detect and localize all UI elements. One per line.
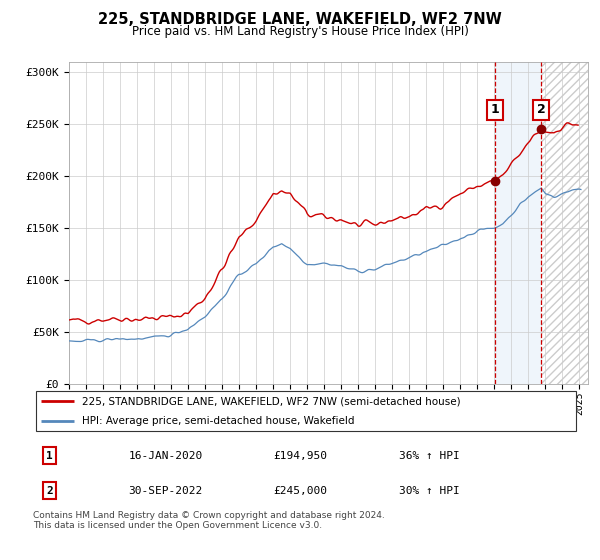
Bar	[541, 62, 588, 384]
Text: 1: 1	[491, 104, 499, 116]
Text: 1: 1	[46, 451, 53, 461]
Text: HPI: Average price, semi-detached house, Wakefield: HPI: Average price, semi-detached house,…	[82, 416, 355, 426]
Text: 2: 2	[46, 486, 53, 496]
Text: 30% ↑ HPI: 30% ↑ HPI	[399, 486, 460, 496]
Text: 2: 2	[537, 104, 545, 116]
Bar	[541, 62, 588, 384]
Text: £245,000: £245,000	[273, 486, 327, 496]
Bar	[495, 62, 541, 384]
Text: 225, STANDBRIDGE LANE, WAKEFIELD, WF2 7NW (semi-detached house): 225, STANDBRIDGE LANE, WAKEFIELD, WF2 7N…	[82, 396, 461, 406]
Text: £194,950: £194,950	[273, 451, 327, 461]
Text: 225, STANDBRIDGE LANE, WAKEFIELD, WF2 7NW: 225, STANDBRIDGE LANE, WAKEFIELD, WF2 7N…	[98, 12, 502, 27]
Text: 30-SEP-2022: 30-SEP-2022	[128, 486, 203, 496]
Text: Price paid vs. HM Land Registry's House Price Index (HPI): Price paid vs. HM Land Registry's House …	[131, 25, 469, 38]
Text: Contains HM Land Registry data © Crown copyright and database right 2024.
This d: Contains HM Land Registry data © Crown c…	[33, 511, 385, 530]
FancyBboxPatch shape	[36, 391, 576, 431]
Text: 36% ↑ HPI: 36% ↑ HPI	[399, 451, 460, 461]
Text: 16-JAN-2020: 16-JAN-2020	[128, 451, 203, 461]
